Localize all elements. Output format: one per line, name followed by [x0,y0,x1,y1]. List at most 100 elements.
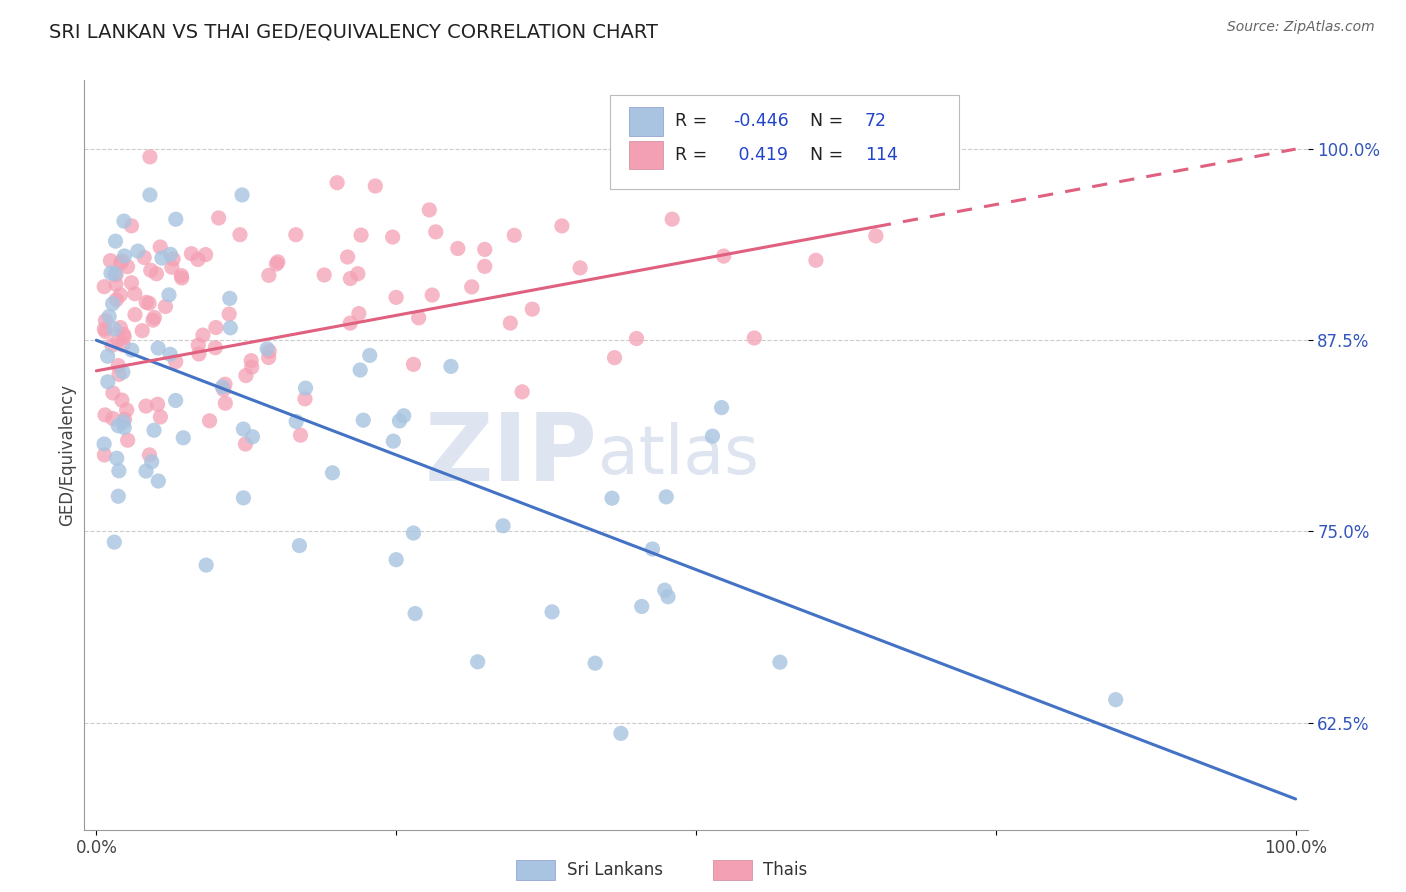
Point [187,338,209,352]
Point [702,429,724,443]
Point [212,383,235,397]
Point [170,268,193,283]
Point [195,558,218,573]
Point [139,150,162,164]
Text: SRI LANKAN VS THAI GED/EQUIVALENCY CORRELATION CHART: SRI LANKAN VS THAI GED/EQUIVALENCY CORRE… [49,22,658,41]
Text: -0.446: -0.446 [733,112,789,130]
Point [214,396,236,410]
Point [134,251,156,265]
Point [294,381,316,395]
Point [288,539,311,553]
Point [149,240,172,254]
Point [198,414,221,428]
Point [385,290,408,304]
Point [97,375,120,389]
Point [232,422,254,436]
Point [97,349,120,363]
Point [94,408,117,422]
Point [110,256,132,270]
Point [110,320,132,334]
Point [150,251,173,265]
Point [112,415,135,429]
Point [139,188,162,202]
Point [124,308,146,322]
Point [117,434,139,448]
Point [172,431,194,445]
Point [112,330,135,344]
Point [148,474,170,488]
Text: 72: 72 [865,112,887,130]
Point [349,363,371,377]
Point [769,655,792,669]
Point [104,267,127,281]
Point [737,165,759,179]
Point [131,324,153,338]
Point [115,403,138,417]
Point [159,347,181,361]
Point [93,437,115,451]
Point [165,212,187,227]
Text: atlas: atlas [598,422,759,488]
Point [112,420,135,434]
Point [257,268,280,283]
Point [492,518,515,533]
Point [111,338,134,352]
Point [499,316,522,330]
Point [218,307,240,321]
Point [141,455,163,469]
Point [600,491,623,506]
Text: N =: N = [810,146,848,164]
Text: ZIP: ZIP [425,409,598,501]
Point [314,268,336,282]
Point [138,448,160,462]
Point [101,296,124,310]
Point [240,360,263,375]
Point [290,428,312,442]
Point [522,302,544,317]
Point [284,227,307,242]
Point [155,300,177,314]
Point [98,310,121,324]
Point [385,552,408,566]
Point [352,413,374,427]
Point [266,257,288,271]
FancyBboxPatch shape [628,107,664,136]
Point [94,325,117,339]
Point [257,351,280,365]
Point [257,344,280,359]
Point [111,365,134,379]
Point [510,384,533,399]
Point [1105,692,1128,706]
Point [114,412,136,426]
Point [610,726,633,740]
Point [149,409,172,424]
Point [285,415,308,429]
Point [804,253,827,268]
Point [188,347,211,361]
Point [336,250,359,264]
Point [121,219,143,233]
Point [208,211,231,225]
Text: R =: R = [675,112,713,130]
Text: 0.419: 0.419 [733,146,787,164]
Point [382,434,405,449]
Point [104,277,127,292]
Point [326,176,349,190]
Point [402,526,425,541]
Point [142,313,165,327]
Point [117,260,139,274]
Point [339,316,361,330]
Point [503,228,526,243]
Point [107,359,129,373]
Point [93,279,115,293]
Point [108,368,131,382]
Point [112,214,135,228]
Point [135,464,157,478]
Point [865,228,887,243]
Point [321,466,343,480]
Point [159,247,181,261]
Point [107,489,129,503]
Point [101,411,124,425]
Point [440,359,463,374]
FancyBboxPatch shape [610,95,959,189]
